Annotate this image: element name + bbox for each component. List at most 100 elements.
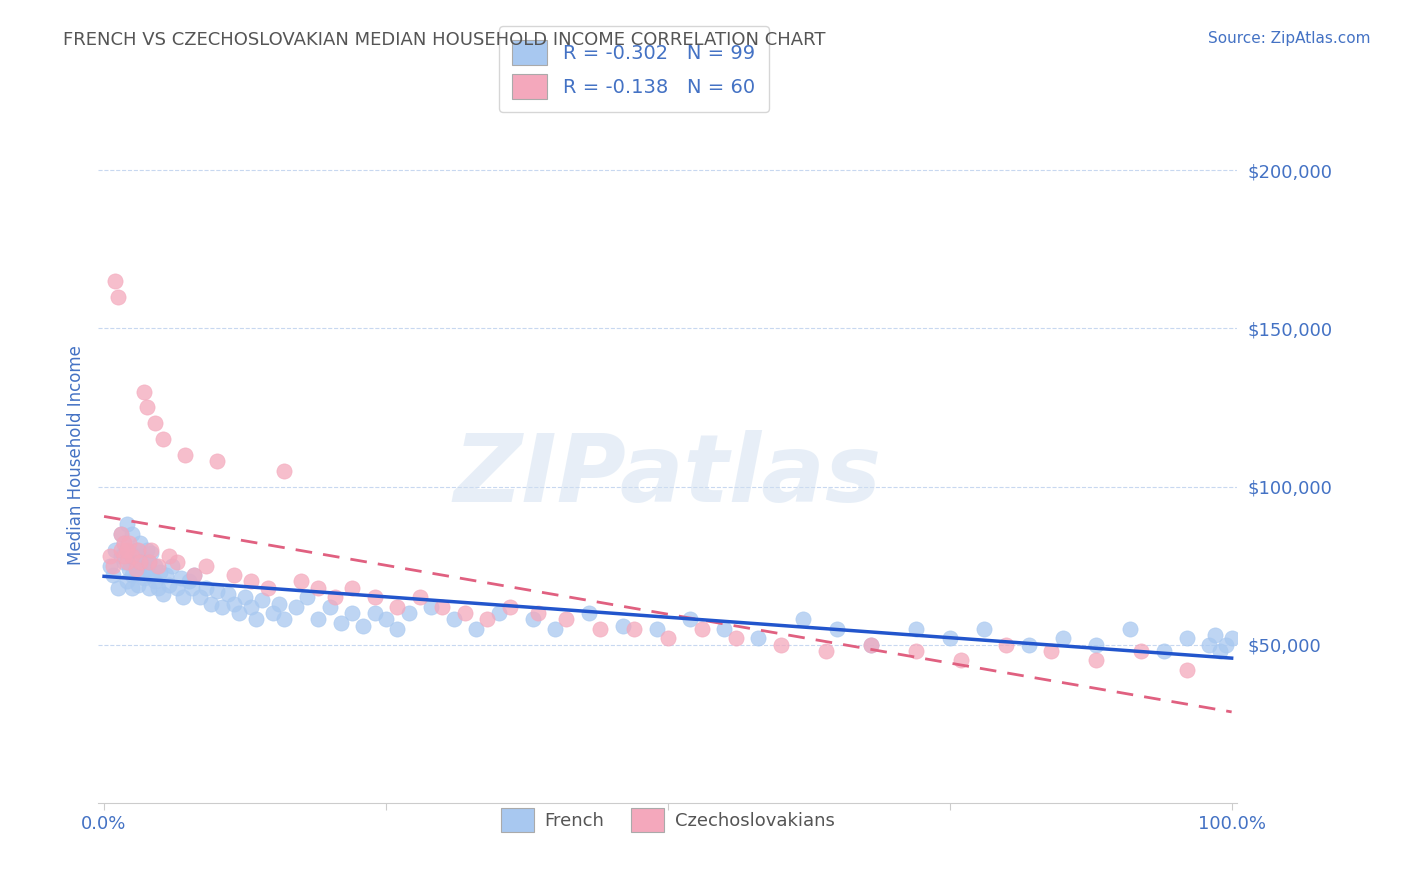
Point	[769, 638, 792, 652]
Point	[323, 591, 346, 605]
Point	[132, 571, 155, 585]
Point	[228, 606, 250, 620]
Point	[101, 568, 124, 582]
Point	[690, 622, 713, 636]
Point	[188, 591, 211, 605]
Point	[194, 558, 217, 573]
Point	[112, 536, 135, 550]
Point	[170, 571, 193, 585]
Point	[284, 599, 307, 614]
Point	[239, 599, 262, 614]
Point	[387, 622, 409, 636]
Point	[250, 593, 273, 607]
Point	[159, 549, 181, 563]
Point	[387, 599, 409, 614]
Point	[488, 606, 510, 620]
Point	[127, 549, 149, 563]
Point	[110, 527, 132, 541]
Point	[612, 618, 634, 632]
Point	[138, 556, 160, 570]
Point	[107, 581, 129, 595]
Point	[121, 568, 143, 582]
Point	[121, 549, 143, 563]
Point	[222, 597, 245, 611]
Point	[859, 638, 882, 652]
Point	[938, 632, 960, 646]
Point	[1018, 638, 1040, 652]
Point	[432, 599, 454, 614]
Point	[420, 599, 443, 614]
Point	[318, 599, 340, 614]
Point	[363, 591, 385, 605]
Point	[792, 612, 814, 626]
Text: ZIPatlas: ZIPatlas	[454, 430, 882, 522]
Point	[200, 597, 222, 611]
Point	[398, 606, 420, 620]
Point	[115, 574, 138, 589]
Point	[522, 612, 544, 626]
Point	[747, 632, 769, 646]
Point	[149, 565, 172, 579]
Point	[124, 562, 146, 576]
Point	[118, 546, 141, 560]
Point	[124, 556, 146, 570]
Point	[135, 562, 157, 576]
Point	[132, 384, 155, 399]
Point	[713, 622, 735, 636]
Point	[148, 581, 170, 595]
Point	[657, 632, 679, 646]
Point	[295, 591, 318, 605]
Point	[112, 536, 135, 550]
Point	[177, 574, 200, 589]
Legend: French, Czechoslovakians: French, Czechoslovakians	[491, 797, 845, 842]
Point	[98, 558, 121, 573]
Point	[138, 556, 160, 570]
Point	[233, 591, 256, 605]
Point	[1130, 644, 1153, 658]
Point	[340, 606, 363, 620]
Point	[1198, 638, 1220, 652]
Point	[118, 562, 141, 576]
Point	[245, 612, 267, 626]
Point	[1215, 638, 1237, 652]
Point	[273, 464, 295, 478]
Point	[183, 568, 205, 582]
Point	[340, 581, 363, 595]
Point	[129, 556, 152, 570]
Point	[112, 549, 135, 563]
Point	[166, 556, 188, 570]
Point	[143, 558, 166, 573]
Point	[307, 612, 329, 626]
Point	[859, 638, 882, 652]
Point	[1052, 632, 1074, 646]
Point	[115, 556, 138, 570]
Point	[194, 581, 217, 595]
Point	[121, 581, 143, 595]
Point	[141, 568, 163, 582]
Point	[135, 542, 157, 557]
Point	[329, 615, 352, 630]
Point	[143, 574, 166, 589]
Point	[181, 581, 204, 595]
Point	[499, 599, 522, 614]
Point	[555, 612, 578, 626]
Point	[239, 574, 262, 589]
Point	[129, 536, 152, 550]
Point	[1175, 632, 1198, 646]
Point	[148, 558, 170, 573]
Point	[124, 542, 146, 557]
Point	[104, 274, 127, 288]
Point	[443, 612, 465, 626]
Text: FRENCH VS CZECHOSLOVAKIAN MEDIAN HOUSEHOLD INCOME CORRELATION CHART: FRENCH VS CZECHOSLOVAKIAN MEDIAN HOUSEHO…	[63, 31, 825, 49]
Point	[110, 527, 132, 541]
Point	[121, 527, 143, 541]
Point	[290, 574, 312, 589]
Point	[527, 606, 550, 620]
Point	[375, 612, 398, 626]
Point	[724, 632, 747, 646]
Point	[98, 549, 121, 563]
Point	[1040, 644, 1063, 658]
Point	[183, 568, 205, 582]
Point	[141, 546, 163, 560]
Point	[273, 612, 295, 626]
